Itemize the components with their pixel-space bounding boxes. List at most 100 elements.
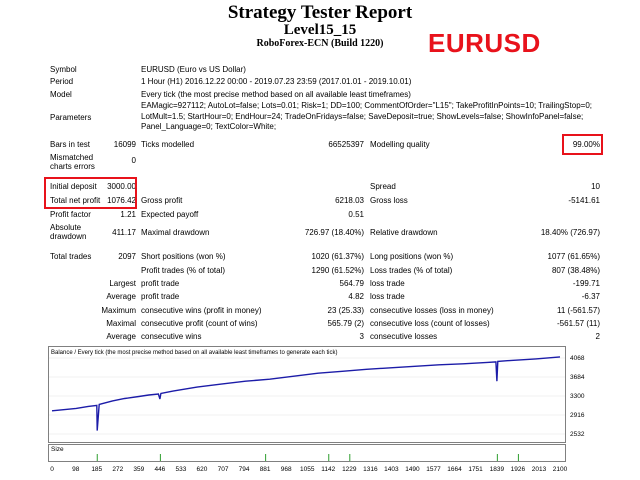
x-tick-label: 533	[176, 466, 187, 473]
avg-cons-label: Average	[106, 332, 136, 341]
deposit-label: Initial deposit	[50, 182, 97, 191]
x-tick-label: 1664	[447, 466, 462, 473]
grossloss-label: Gross loss	[370, 196, 408, 205]
y-tick-label: 2532	[570, 431, 585, 438]
mismatch-label-1: Mismatched	[50, 153, 94, 162]
x-tick-label: 968	[281, 466, 292, 473]
trades-value: 2097	[118, 252, 136, 261]
report-title: Strategy Tester Report	[227, 2, 413, 23]
report-subtitle: Level15_15	[283, 22, 357, 38]
payoff-label: Expected payoff	[141, 210, 199, 219]
netprofit-value: 1076.42	[107, 196, 136, 205]
loss-trades-value: 807 (38.48%)	[551, 266, 600, 275]
parameters-line-2: LotMult=1.5; StartHour=0; EndHour=24; Tr…	[141, 112, 584, 121]
y-tick-label: 3684	[570, 374, 585, 381]
balance-chart-svg: Balance / Every tick (the most precise m…	[48, 346, 585, 473]
quality-highlight	[562, 134, 603, 155]
maximum-label: Maximum	[101, 306, 136, 315]
pf-label: Profit factor	[50, 210, 91, 219]
max-losses-value: 11 (-561.57)	[557, 306, 600, 315]
y-tick-label: 2916	[570, 412, 585, 419]
x-tick-label: 794	[239, 466, 250, 473]
mismatch-label-2: charts errors	[50, 162, 95, 171]
average-profit-label: profit trade	[141, 292, 180, 301]
symbol-value: EURUSD (Euro vs US Dollar)	[141, 65, 246, 74]
size-bar	[517, 454, 519, 461]
netprofit-label: Total net profit	[50, 196, 101, 205]
symbol-overlay: EURUSD	[428, 28, 541, 58]
x-tick-label: 1403	[384, 466, 399, 473]
deposit-profit-highlight	[44, 177, 137, 209]
maximal-loss-label: consecutive loss (count of losses)	[370, 319, 490, 328]
max-wins-value: 23 (25.33)	[327, 306, 364, 315]
x-tick-label: 881	[260, 466, 271, 473]
ticks-value: 66525397	[328, 140, 364, 149]
parameters-line-1: EAMagic=927112; AutoLot=false; Lots=0.01…	[141, 101, 592, 110]
absdd-value: 411.17	[112, 228, 136, 237]
size-bar	[159, 454, 161, 461]
grid-layer	[49, 357, 565, 435]
long-value: 1077 (61.65%)	[547, 252, 600, 261]
y-tick-labels: 4068 3684 3300 2916 2532	[570, 355, 585, 438]
maximal-profit-label: consecutive profit (count of wins)	[141, 319, 258, 328]
balance-line	[51, 356, 561, 431]
quality-value: 99.00%	[572, 140, 600, 149]
x-tick-label: 1490	[405, 466, 420, 473]
size-bar	[265, 454, 267, 461]
ticks-label: Ticks modelled	[141, 140, 195, 149]
average-label: Average	[106, 292, 136, 301]
symbol-label: Symbol	[50, 65, 77, 74]
maximal-label: Maximal	[106, 319, 136, 328]
y-tick-label: 4068	[570, 355, 585, 362]
maxdd-label: Maximal drawdown	[141, 228, 210, 237]
x-tick-label: 2100	[553, 466, 568, 473]
x-tick-label: 446	[154, 466, 165, 473]
parameters-label: Parameters	[50, 113, 92, 122]
size-bar	[96, 454, 98, 461]
model-label: Model	[50, 90, 72, 99]
profit-trades-label: Profit trades (% of total)	[141, 266, 226, 275]
loss-trades-label: Loss trades (% of total)	[370, 266, 453, 275]
x-tick-label: 1142	[321, 466, 335, 473]
largest-profit-value: 564.79	[339, 279, 364, 288]
x-tick-label: 359	[133, 466, 144, 473]
x-tick-label: 0	[50, 466, 54, 473]
chart-header: Balance / Every tick (the most precise m…	[51, 350, 337, 356]
balance-chart: Balance / Every tick (the most precise m…	[48, 346, 593, 479]
pf-value: 1.21	[120, 210, 136, 219]
maximal-profit-value: 565.79 (2)	[327, 319, 364, 328]
size-bar	[328, 454, 330, 461]
absdd-label-1: Absolute	[50, 223, 82, 232]
largest-profit-label: profit trade	[141, 279, 180, 288]
max-wins-label: consecutive wins (profit in money)	[141, 306, 262, 315]
bars-label: Bars in test	[50, 140, 91, 149]
parameters-line-3: Panel_Language=0; TextColor=White;	[141, 122, 277, 131]
model-value: Every tick (the most precise method base…	[141, 90, 411, 99]
average-profit-value: 4.82	[348, 292, 364, 301]
largest-loss-label: loss trade	[370, 279, 405, 288]
period-label: Period	[50, 77, 74, 86]
grossprofit-value: 6218.03	[335, 196, 364, 205]
x-tick-label: 185	[91, 466, 102, 473]
x-tick-label: 1926	[511, 466, 526, 473]
chart-frame	[48, 346, 566, 443]
size-frame	[48, 444, 566, 462]
reldd-label: Relative drawdown	[370, 228, 438, 237]
size-bars	[96, 454, 519, 461]
long-label: Long positions (won %)	[370, 252, 454, 261]
largest-label: Largest	[109, 279, 136, 288]
reldd-value: 18.40% (726.97)	[540, 228, 600, 237]
x-tick-label: 272	[112, 466, 123, 473]
x-tick-labels: 0 98 185 272 359 446 533 620 707 794 881 968 1055 114…	[50, 466, 567, 473]
deposit-value: 3000.00	[107, 182, 136, 191]
average-loss-label: loss trade	[370, 292, 405, 301]
size-bar	[349, 454, 351, 461]
x-tick-label: 98	[72, 466, 80, 473]
y-tick-label: 3300	[570, 393, 585, 400]
short-value: 1020 (61.37%)	[311, 252, 364, 261]
report-broker: RoboForex-ECN (Build 1220)	[256, 38, 384, 49]
x-tick-label: 1839	[490, 466, 505, 473]
trades-label: Total trades	[50, 252, 92, 261]
largest-loss-value: -199.71	[572, 279, 600, 288]
period-value: 1 Hour (H1) 2016.12.22 00:00 - 2019.07.2…	[141, 77, 412, 86]
